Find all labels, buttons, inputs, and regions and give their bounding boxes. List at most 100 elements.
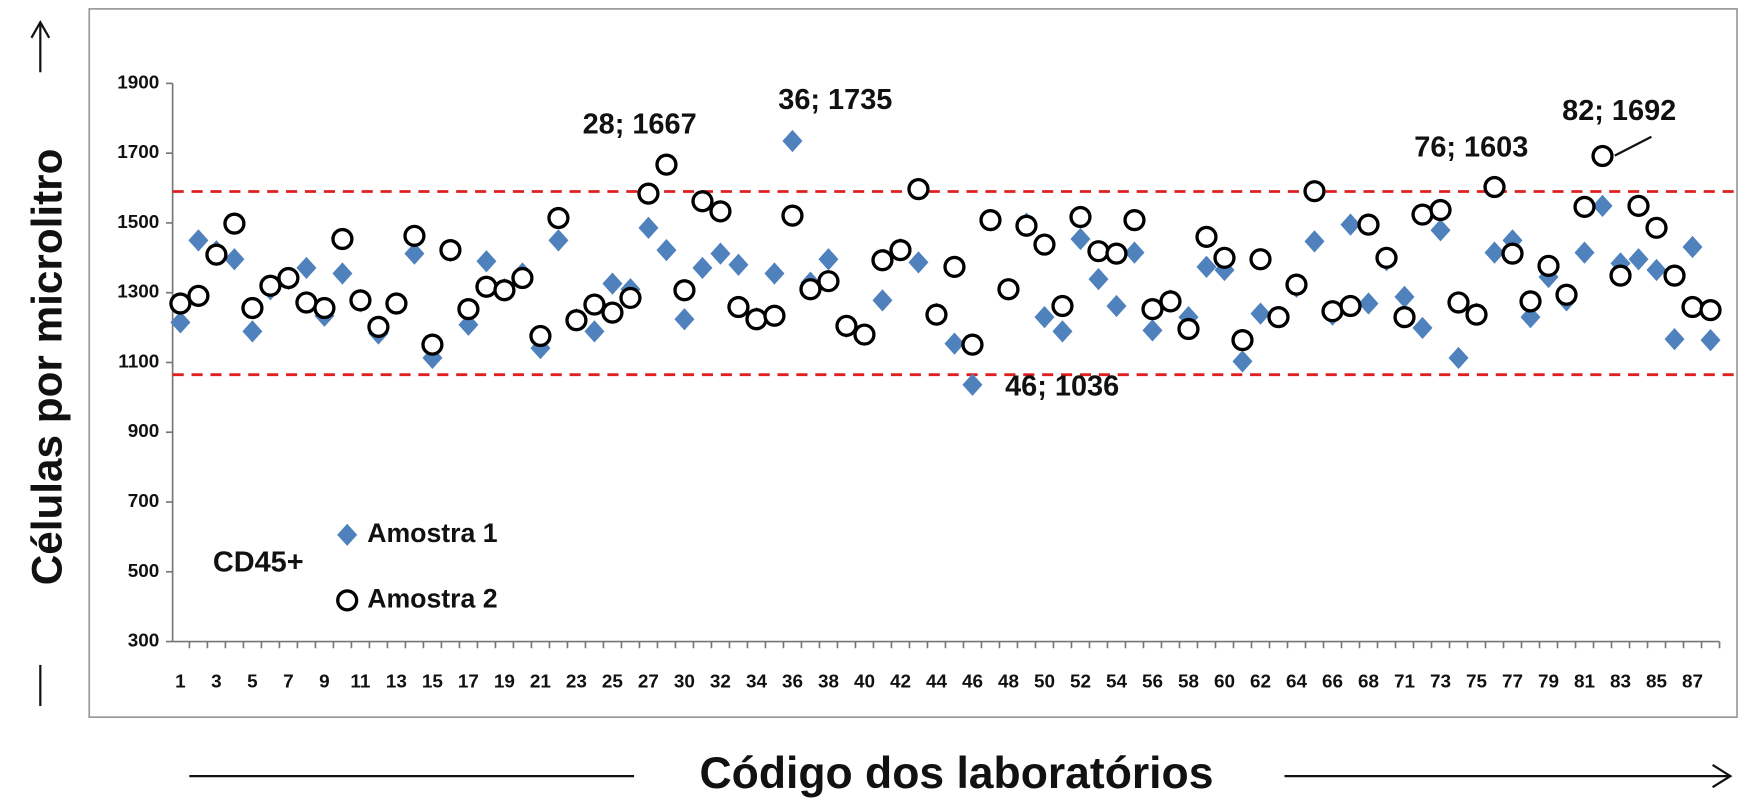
point [187,284,210,307]
point [907,177,930,201]
point [1627,194,1650,217]
point [1015,214,1038,237]
leader-line [1614,135,1652,157]
point [1501,242,1524,265]
x-axis-label: Código dos laboratórios [700,749,1214,798]
point [565,309,588,332]
point [1682,235,1703,259]
point [223,212,246,235]
x-tick-label: 30 [674,672,695,693]
point [1430,219,1451,242]
point [1177,317,1200,341]
point [871,249,894,272]
point [727,295,750,319]
x-tick-label: 40 [854,672,875,693]
point [944,332,965,355]
point [709,200,732,223]
point [1051,294,1074,318]
point [1681,295,1704,319]
x-tick-label: 9 [319,672,330,693]
point [1520,306,1541,329]
point [529,324,552,348]
plot-frame [88,8,1738,718]
point [1267,306,1290,329]
point [601,301,624,324]
y-tick-label: 1500 [117,212,159,233]
point [1429,198,1452,222]
point [637,182,660,205]
point [853,323,876,346]
x-tick-label: 85 [1646,672,1667,693]
point [1141,297,1164,321]
x-tick-label: 66 [1322,672,1343,693]
x-tick-label: 56 [1142,672,1163,693]
x-tick-label: 79 [1538,672,1559,693]
point [331,227,354,251]
point [1519,290,1542,313]
point [763,304,786,327]
y-tick-label: 900 [128,421,160,442]
point [691,190,714,213]
x-tick-label: 71 [1394,672,1415,693]
point [1231,329,1254,352]
x-tick-label: 50 [1034,672,1055,693]
point [313,296,336,320]
x-tick-label: 42 [890,672,911,693]
x-tick-label: 48 [998,672,1019,693]
point [1106,294,1127,318]
point [1537,254,1560,277]
y-tick-label: 1100 [118,351,159,372]
point [1232,350,1253,373]
x-tick-label: 54 [1106,672,1128,693]
point [1555,283,1578,306]
x-tick-label: 11 [350,672,370,693]
annotation: 36; 1735 [778,84,892,116]
point [1411,203,1434,226]
point [872,289,893,312]
point [1303,180,1326,203]
legend-label: Amostra 2 [367,583,497,613]
point [1105,242,1128,265]
x-tick-label: 38 [818,672,839,693]
point [1358,292,1379,315]
x-tick-label: 58 [1178,672,1199,693]
point [728,253,749,276]
x-tick-label: 75 [1466,672,1487,693]
point [1087,240,1110,263]
point [349,289,372,312]
x-tick-label: 73 [1430,672,1451,693]
x-tick-label: 7 [283,672,294,693]
point [1357,213,1380,236]
point [1574,241,1595,264]
point [943,255,966,279]
point [295,291,318,314]
point [656,239,677,262]
point [1159,290,1182,313]
x-tick-label: 64 [1286,672,1308,693]
y-tick-label: 500 [128,561,160,582]
point [1123,209,1146,232]
point [1285,273,1308,296]
point [961,333,984,356]
point [332,262,353,285]
annotation: 28; 1667 [583,108,697,140]
point [889,239,912,262]
point [385,292,408,315]
x-tick-label: 3 [211,672,222,693]
x-tick-label: 44 [926,672,948,693]
point [511,266,534,290]
x-tick-label: 23 [566,672,587,693]
point [1033,233,1056,256]
point [1699,299,1722,322]
point [584,320,605,343]
x-tick-label: 5 [247,672,258,693]
point [1609,264,1632,287]
point [296,256,317,280]
point [367,315,390,339]
point [782,129,803,153]
point [169,292,192,315]
x-tick-label: 68 [1358,672,1379,693]
annotation: 76; 1603 [1414,132,1528,164]
point [655,153,678,176]
x-tick-label: 87 [1682,672,1703,693]
